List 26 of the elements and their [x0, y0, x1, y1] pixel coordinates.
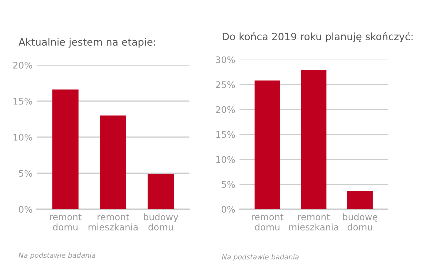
- x-tick-label: budowy domu: [144, 214, 178, 231]
- y-tick-label: 0%: [19, 206, 32, 213]
- chart-title: Do końca 2019 roku planuję skończyć:: [222, 32, 413, 42]
- x-tick-label: remont domu: [50, 214, 82, 231]
- bar: [301, 70, 327, 210]
- y-tick-label: 0%: [222, 206, 236, 213]
- x-tick-label: remont mieszkania: [289, 214, 338, 231]
- y-tick-label: 10%: [14, 134, 32, 141]
- y-tick-label: 25%: [216, 82, 236, 88]
- bar: [254, 80, 280, 210]
- y-tick-label: 20%: [13, 62, 32, 69]
- y-tick-label: 15%: [14, 98, 32, 105]
- x-tick-label: remont domu: [252, 214, 284, 231]
- y-tick-label: 5%: [222, 181, 236, 188]
- y-tick-label: 15%: [216, 131, 236, 138]
- y-tick-label: 5%: [19, 170, 32, 177]
- bar: [100, 116, 126, 210]
- x-tick-label: remont mieszkania: [88, 214, 138, 231]
- bar: [348, 191, 373, 210]
- bar: [52, 90, 79, 210]
- x-tick-label: budowę domu: [343, 214, 378, 231]
- bar: [148, 174, 174, 210]
- y-tick-label: 10%: [216, 156, 236, 164]
- chart-title: Aktualnie jestem na etapie:: [18, 38, 156, 48]
- y-tick-label: 20%: [216, 106, 236, 114]
- y-tick-label: 30%: [216, 56, 236, 64]
